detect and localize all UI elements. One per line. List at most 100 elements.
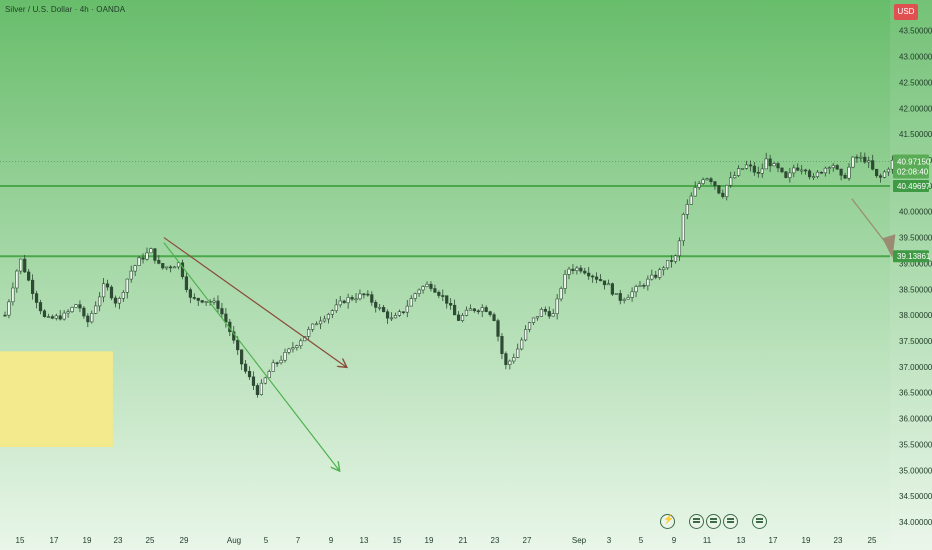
currency-badge[interactable]: USD	[894, 4, 918, 20]
candle-body	[464, 309, 469, 316]
candle-body	[835, 165, 839, 170]
candle-body	[614, 293, 618, 295]
calendar-event-icon[interactable]	[689, 514, 704, 529]
candle-body	[180, 262, 185, 278]
candle-body	[725, 184, 729, 197]
candle-body	[161, 263, 165, 269]
candle-body	[449, 303, 453, 306]
candle-body	[255, 385, 260, 395]
candle-body	[425, 283, 429, 287]
time-axis-label: 27	[523, 536, 532, 545]
candle-body	[240, 349, 244, 365]
candle-body	[811, 176, 816, 178]
candle-body	[476, 310, 480, 313]
time-axis-label: 21	[459, 536, 468, 545]
candle-body	[86, 315, 90, 323]
candle-body	[646, 278, 650, 287]
candle-body	[863, 156, 867, 163]
candle-body	[74, 304, 78, 308]
level-price-label: 40.49697	[897, 182, 931, 191]
price-axis-label: 38.00000	[899, 311, 932, 320]
candle-body	[875, 168, 879, 177]
candle-body	[153, 248, 157, 261]
time-axis-label: 11	[703, 536, 712, 545]
candle-body	[15, 270, 19, 289]
time-axis-label: Sep	[572, 536, 587, 545]
calendar-event-icon[interactable]	[723, 514, 738, 529]
price-axis-label: 38.50000	[899, 285, 932, 294]
candle-body	[149, 248, 153, 254]
candle-body	[500, 336, 504, 354]
candle-body	[421, 286, 425, 291]
candle-body	[508, 360, 512, 365]
price-axis-label: 34.50000	[899, 492, 932, 501]
candle-body	[677, 240, 682, 257]
candle-body	[314, 323, 319, 326]
candle-body	[417, 289, 421, 294]
calendar-event-icon[interactable]	[706, 514, 721, 529]
candle-body	[764, 158, 768, 170]
candle-body	[54, 315, 58, 319]
candle-body	[34, 293, 39, 303]
candle-body	[409, 298, 413, 307]
candle-body	[370, 294, 374, 303]
candle-body	[243, 363, 248, 372]
candle-body	[772, 163, 776, 167]
candle-body	[729, 177, 733, 186]
time-axis-label: 13	[737, 536, 746, 545]
candle-body	[102, 283, 106, 298]
candle-body	[823, 167, 827, 174]
candles	[3, 152, 894, 398]
candle-body	[350, 297, 354, 300]
candle-body	[733, 175, 737, 179]
candle-body	[445, 295, 449, 304]
candle-body	[575, 267, 579, 271]
time-axis-label: 19	[425, 536, 434, 545]
candle-body	[259, 382, 263, 395]
candle-body	[401, 311, 405, 313]
calendar-event-icon[interactable]	[752, 514, 767, 529]
candle-body	[94, 305, 98, 314]
level-price-label: 39.13861	[897, 252, 931, 261]
candle-body	[224, 313, 228, 323]
candle-body	[492, 314, 496, 321]
time-axis-label: 23	[114, 536, 123, 545]
dividend-flash-icon[interactable]	[660, 514, 675, 529]
candle-body	[172, 266, 177, 269]
candle-body	[654, 274, 658, 278]
time-axis-label: Aug	[227, 536, 241, 545]
candle-body	[555, 298, 559, 314]
candle-body	[815, 171, 820, 177]
time-axis-label: 3	[607, 536, 612, 545]
candle-body	[776, 163, 780, 169]
candle-body	[579, 267, 583, 272]
candle-body	[468, 308, 472, 311]
event-icons	[660, 514, 767, 530]
candle-body	[184, 276, 189, 290]
candle-body	[437, 291, 441, 296]
candle-body	[413, 293, 417, 299]
candle-body	[697, 183, 701, 188]
candle-body	[275, 362, 279, 365]
candle-body	[642, 285, 646, 287]
candle-body	[662, 267, 666, 271]
candle-body	[847, 166, 851, 179]
candle-body	[752, 165, 756, 173]
candle-body	[295, 345, 299, 348]
candle-body	[433, 288, 437, 293]
candle-body	[547, 311, 551, 317]
candle-body	[740, 168, 745, 170]
candle-body	[630, 291, 634, 298]
candle-body	[362, 293, 366, 296]
candle-body	[141, 257, 145, 260]
candle-body	[176, 262, 181, 268]
price-axis-label: 42.00000	[899, 104, 932, 113]
candle-body	[792, 167, 796, 174]
current-price-tag	[893, 154, 929, 179]
candle-body	[27, 271, 31, 281]
time-axis-label: 17	[769, 536, 778, 545]
candle-body	[11, 287, 15, 303]
price-axis-label: 41.50000	[899, 130, 932, 139]
